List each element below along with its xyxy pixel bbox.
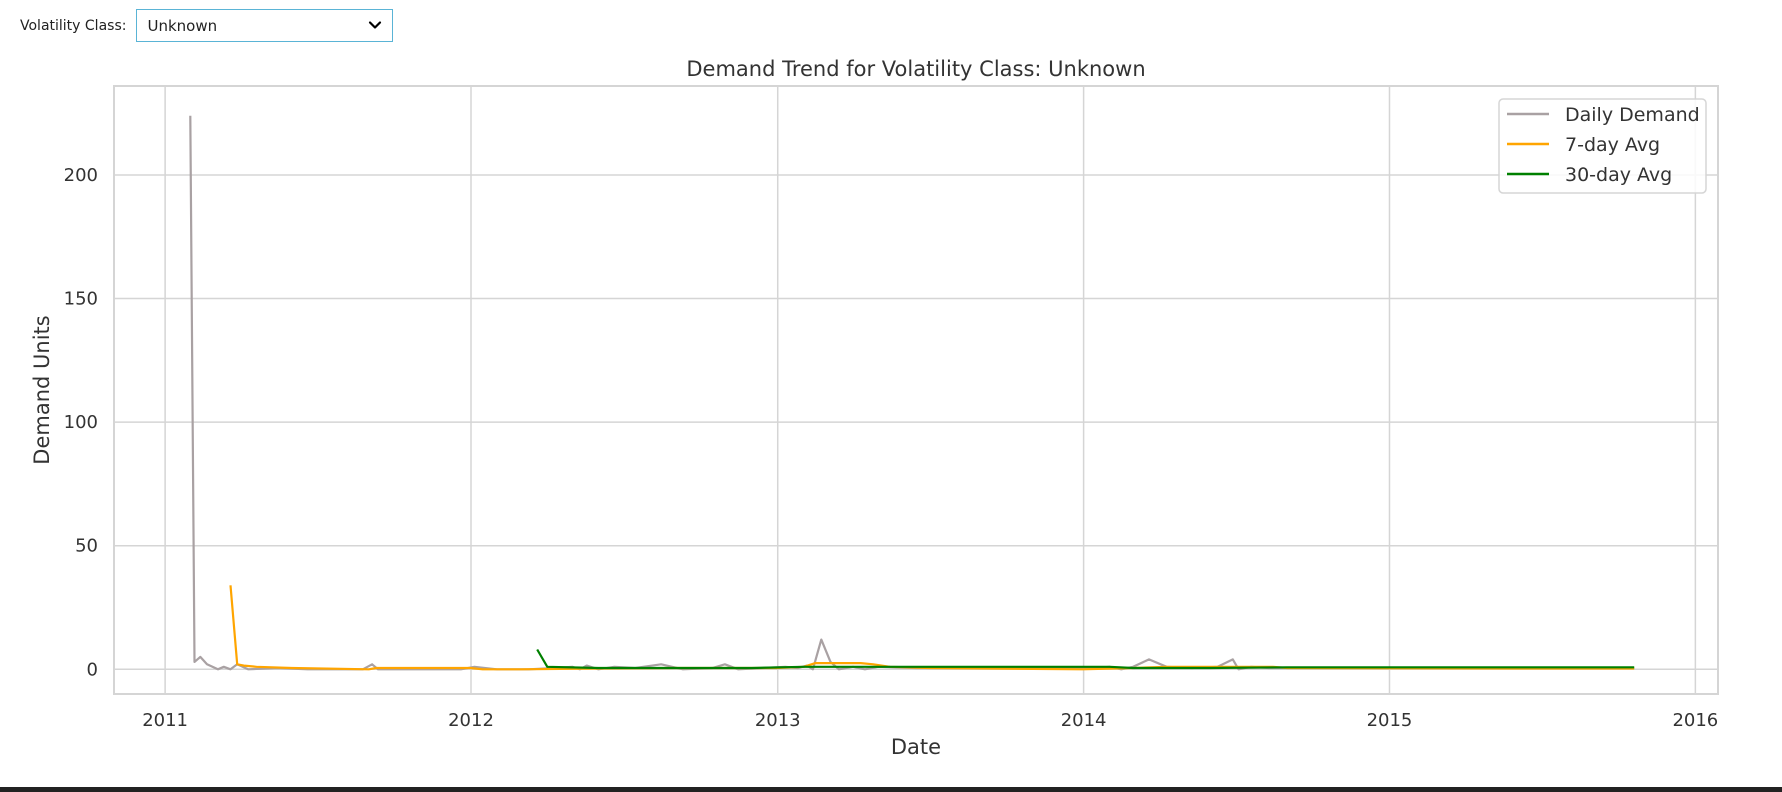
- x-tick-label: 2013: [755, 710, 801, 731]
- y-tick-label: 0: [87, 659, 98, 680]
- y-tick-label: 50: [75, 536, 98, 557]
- plot-frame: [113, 85, 1719, 695]
- y-tick-label: 200: [64, 165, 98, 186]
- x-tick-label: 2014: [1061, 710, 1107, 731]
- y-axis-label: Demand Units: [30, 315, 54, 464]
- x-tick-label: 2015: [1367, 710, 1413, 731]
- bottom-divider: [0, 787, 1782, 792]
- legend-box: [1498, 98, 1707, 194]
- series-line-avg30: [536, 648, 1635, 670]
- x-tick-label: 2016: [1672, 710, 1718, 731]
- y-tick-label: 150: [64, 289, 98, 310]
- volatility-filter: Volatility Class: Unknown: [20, 8, 394, 43]
- chart-title: Demand Trend for Volatility Class: Unkno…: [686, 57, 1145, 81]
- legend-label-avg7: 7-day Avg: [1565, 134, 1660, 156]
- x-axis-label: Date: [891, 735, 941, 759]
- y-tick-label: 100: [64, 412, 98, 433]
- volatility-class-select[interactable]: Unknown: [136, 9, 394, 42]
- series-line-daily: [189, 115, 1635, 671]
- legend-label-avg30: 30-day Avg: [1565, 164, 1672, 186]
- chevron-down-icon: [369, 21, 382, 29]
- x-tick-label: 2011: [142, 710, 188, 731]
- volatility-class-label: Volatility Class:: [20, 17, 127, 34]
- x-tick-label: 2012: [448, 710, 494, 731]
- legend-label-daily: Daily Demand: [1565, 104, 1700, 126]
- series-line-avg7: [229, 585, 1635, 671]
- volatility-class-value: Unknown: [147, 16, 218, 35]
